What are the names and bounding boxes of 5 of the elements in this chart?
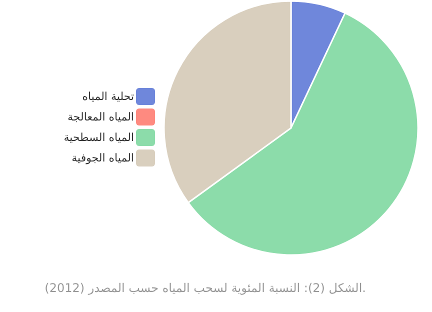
legend-label: المياه السطحية (64, 131, 134, 144)
legend-label: المياه المعالجة (68, 110, 134, 124)
legend-label: المياه الجوفية (72, 152, 134, 164)
legend-label: تحلية المياه (82, 90, 134, 103)
text: الشكل (2): النسبة المئوية لسحب المياه حسب المصدر (2012). (44, 281, 366, 295)
